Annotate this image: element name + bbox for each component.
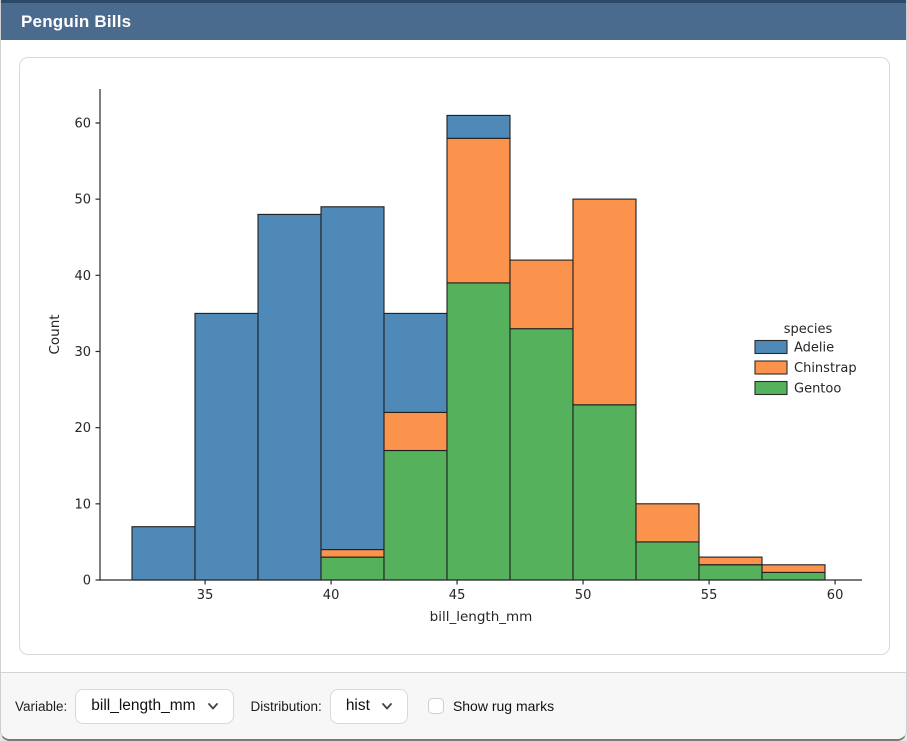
variable-label: Variable: [15,698,68,714]
svg-text:50: 50 [74,193,91,208]
svg-text:Adelie: Adelie [794,341,834,356]
svg-text:30: 30 [74,345,91,360]
chevron-down-icon [380,699,394,713]
legend: species Adelie Chinstrap Gentoo [754,322,857,397]
bars-group [131,114,826,581]
svg-text:10: 10 [74,497,91,512]
svg-text:Gentoo: Gentoo [794,382,841,397]
svg-text:55: 55 [701,588,718,603]
show-rug-checkbox[interactable] [427,698,444,714]
distribution-label: Distribution: [250,698,322,714]
show-rug-label: Show rug marks [452,698,555,714]
svg-text:40: 40 [323,588,340,603]
svg-text:40: 40 [74,269,91,284]
svg-text:60: 60 [827,588,844,603]
x-axis-label: bill_length_mm [430,609,533,625]
distribution-dropdown-value: hist [345,697,370,714]
chart-panel: 35 40 45 50 55 60 0 10 20 30 40 50 60 bill_length_mm C… [19,57,890,655]
variable-dropdown[interactable]: bill_length_mm [75,688,234,724]
histogram-chart: 35 40 45 50 55 60 0 10 20 30 40 50 60 bill_length_mm C… [47,89,862,625]
page-title: Penguin Bills [21,11,132,31]
svg-text:Chinstrap: Chinstrap [794,361,857,376]
svg-text:20: 20 [74,421,91,436]
svg-text:35: 35 [197,588,214,603]
svg-text:45: 45 [449,588,466,603]
legend-title: species [784,322,833,337]
titlebar: Penguin Bills [1,0,906,40]
svg-text:0: 0 [83,574,91,589]
tick-labels: 35 40 45 50 55 60 0 10 20 30 40 50 60 [74,116,843,603]
svg-text:60: 60 [74,116,91,131]
variable-dropdown-value: bill_length_mm [91,697,196,714]
distribution-dropdown[interactable]: hist [329,688,408,724]
axes [95,89,862,585]
control-bar: Variable: bill_length_mm Distribution: h… [1,672,906,739]
y-axis-label: Count [47,314,63,354]
chevron-down-icon [206,699,220,713]
svg-text:50: 50 [575,588,592,603]
